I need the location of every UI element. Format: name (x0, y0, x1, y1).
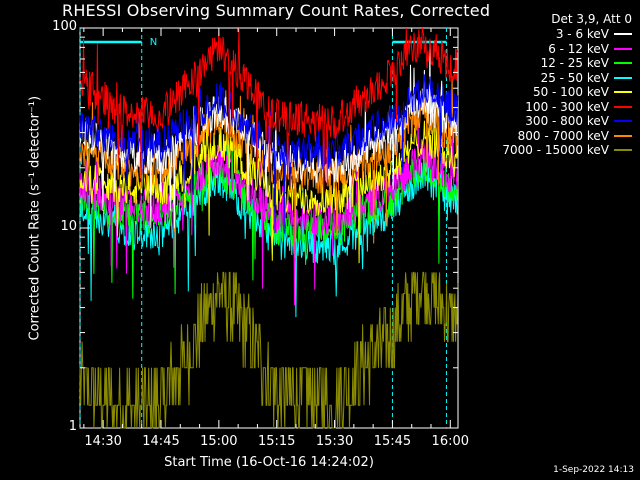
legend-swatch (614, 62, 632, 65)
legend-label: 100 - 300 keV (525, 99, 609, 114)
legend-swatch (614, 91, 632, 94)
y-tick-label: 10 (60, 219, 77, 234)
legend-swatch (614, 33, 632, 36)
legend-swatch (614, 149, 632, 152)
legend-swatch (614, 47, 632, 50)
legend-label: 50 - 100 keV (532, 85, 609, 100)
legend-label: 300 - 800 keV (525, 114, 609, 129)
series-7000-15000keV (79, 271, 459, 429)
x-tick-label: 16:00 (431, 434, 470, 449)
legend-label: 7000 - 15000 keV (502, 143, 609, 158)
series-6-12keV (79, 116, 459, 306)
legend-swatch (614, 76, 632, 79)
x-tick-label: 15:45 (373, 434, 412, 449)
legend-label: 25 - 50 keV (540, 70, 609, 85)
x-tick-label: 15:30 (315, 434, 354, 449)
axis-ticks (80, 27, 458, 429)
series-12-25keV (79, 132, 459, 299)
legend-item: 12 - 25 keV (484, 56, 636, 71)
x-tick-label: 15:15 (257, 434, 296, 449)
legend-label: 800 - 7000 keV (517, 128, 609, 143)
x-tick-label: 15:00 (200, 434, 238, 449)
legend-item: 6 - 12 keV (484, 42, 636, 57)
legend-label: 12 - 25 keV (540, 56, 609, 71)
legend: Det 3,9, Att 0 3 - 6 keV 6 - 12 keV 12 - 2… (484, 12, 636, 158)
series-layer (79, 27, 459, 429)
legend-entries: 3 - 6 keV 6 - 12 keV 12 - 25 keV 25 - 50 ke… (484, 27, 636, 158)
y-tick-label: 100 (52, 19, 77, 34)
legend-swatch (614, 105, 632, 108)
legend-item: 3 - 6 keV (484, 27, 636, 42)
y-axis-label: Corrected Count Rate (s⁻¹ detector⁻¹) (27, 95, 43, 341)
legend-item: 300 - 800 keV (484, 114, 636, 129)
legend-item: 100 - 300 keV (484, 100, 636, 115)
legend-label: 6 - 12 keV (548, 41, 609, 56)
legend-item: 50 - 100 keV (484, 85, 636, 100)
legend-item: 800 - 7000 keV (484, 129, 636, 144)
legend-swatch (614, 134, 632, 137)
series-100-300keV (79, 27, 459, 194)
chart-title: RHESSI Observing Summary Count Rates, Co… (62, 1, 491, 20)
legend-swatch (614, 120, 632, 123)
x-tick-label: 14:30 (84, 434, 122, 449)
night-flag-label: N (150, 37, 157, 48)
legend-title: Det 3,9, Att 0 (551, 12, 632, 26)
legend-item: 25 - 50 keV (484, 71, 636, 86)
series-25-50keV (79, 141, 459, 318)
legend-item: 7000 - 15000 keV (484, 143, 636, 158)
legend-label: 3 - 6 keV (555, 27, 609, 42)
y-tick-label: 1 (68, 419, 77, 434)
x-tick-label: 14:45 (142, 434, 180, 449)
x-axis-label: Start Time (16-Oct-16 14:24:02) (164, 455, 374, 470)
timestamp: 1-Sep-2022 14:13 (553, 465, 634, 475)
